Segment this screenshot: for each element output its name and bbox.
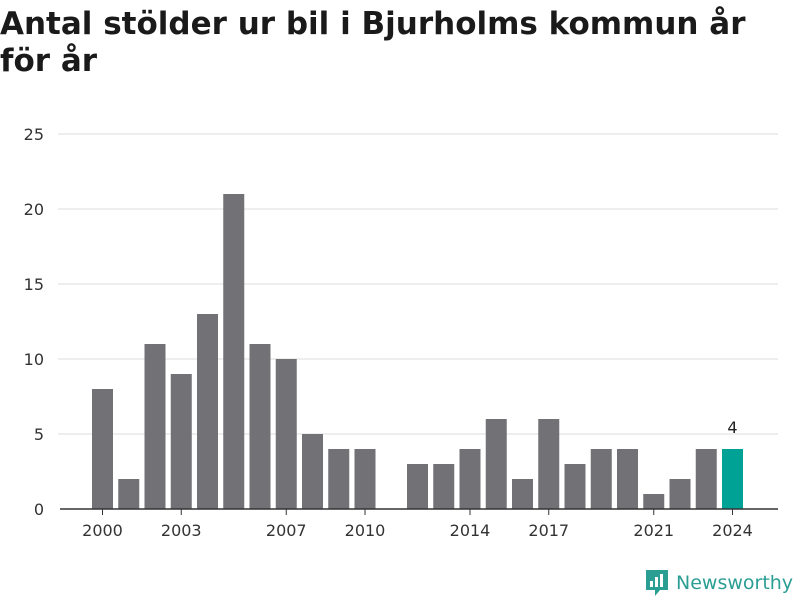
bar-2012	[407, 464, 428, 509]
bar-2007	[275, 359, 297, 509]
x-tick-label: 2017	[528, 521, 569, 540]
bar-2005	[223, 194, 245, 509]
x-tick-label: 2021	[633, 521, 674, 540]
bar-2000	[92, 389, 113, 509]
bar-2022	[669, 479, 691, 509]
y-tick-label: 15	[24, 275, 44, 294]
x-tick-label: 2007	[266, 521, 307, 540]
bar-2013	[433, 464, 455, 509]
bar-2003	[170, 374, 192, 509]
bar-2009	[328, 449, 350, 509]
y-axis-ticks: 0 5 10 15 20 25	[24, 125, 44, 519]
y-tick-label: 25	[24, 125, 44, 144]
y-tick-label: 0	[34, 500, 44, 519]
highlight-value-label: 4	[727, 418, 737, 437]
data-labels: 4	[727, 418, 737, 437]
bar-2017	[538, 419, 560, 509]
x-axis-ticks: 2000 2003 2007 2010 2014 2017 2021 2024	[82, 509, 753, 540]
newsworthy-logo: Newsworthy	[644, 568, 793, 598]
bar-2008	[302, 434, 323, 509]
x-tick-label: 2024	[712, 521, 753, 540]
bar-2014	[459, 449, 481, 509]
bar-2018	[564, 464, 586, 509]
y-tick-label: 5	[34, 425, 44, 444]
bar-2006	[249, 344, 271, 509]
brand-name: Newsworthy	[676, 572, 794, 594]
x-tick-label: 2000	[82, 521, 123, 540]
bar-2023	[695, 449, 717, 509]
gridlines	[58, 133, 778, 435]
chart-bubble-icon	[646, 570, 668, 596]
x-tick-label: 2010	[345, 521, 386, 540]
y-tick-label: 10	[24, 350, 44, 369]
bar-2001	[118, 479, 140, 509]
bar-2020	[617, 449, 638, 509]
y-tick-label: 20	[24, 200, 44, 219]
bar-2002	[144, 344, 166, 509]
bar-2021	[643, 494, 665, 509]
bars	[92, 194, 743, 509]
x-tick-label: 2003	[161, 521, 202, 540]
bar-2024	[722, 449, 743, 509]
bar-2004	[197, 314, 218, 509]
bar-2010	[354, 449, 376, 509]
bar-2016	[512, 479, 533, 509]
x-tick-label: 2014	[450, 521, 491, 540]
bar-2015	[485, 419, 507, 509]
bar-2019	[590, 449, 612, 509]
chart-title: Antal stölder ur bil i Bjurholms kommun …	[0, 6, 746, 79]
